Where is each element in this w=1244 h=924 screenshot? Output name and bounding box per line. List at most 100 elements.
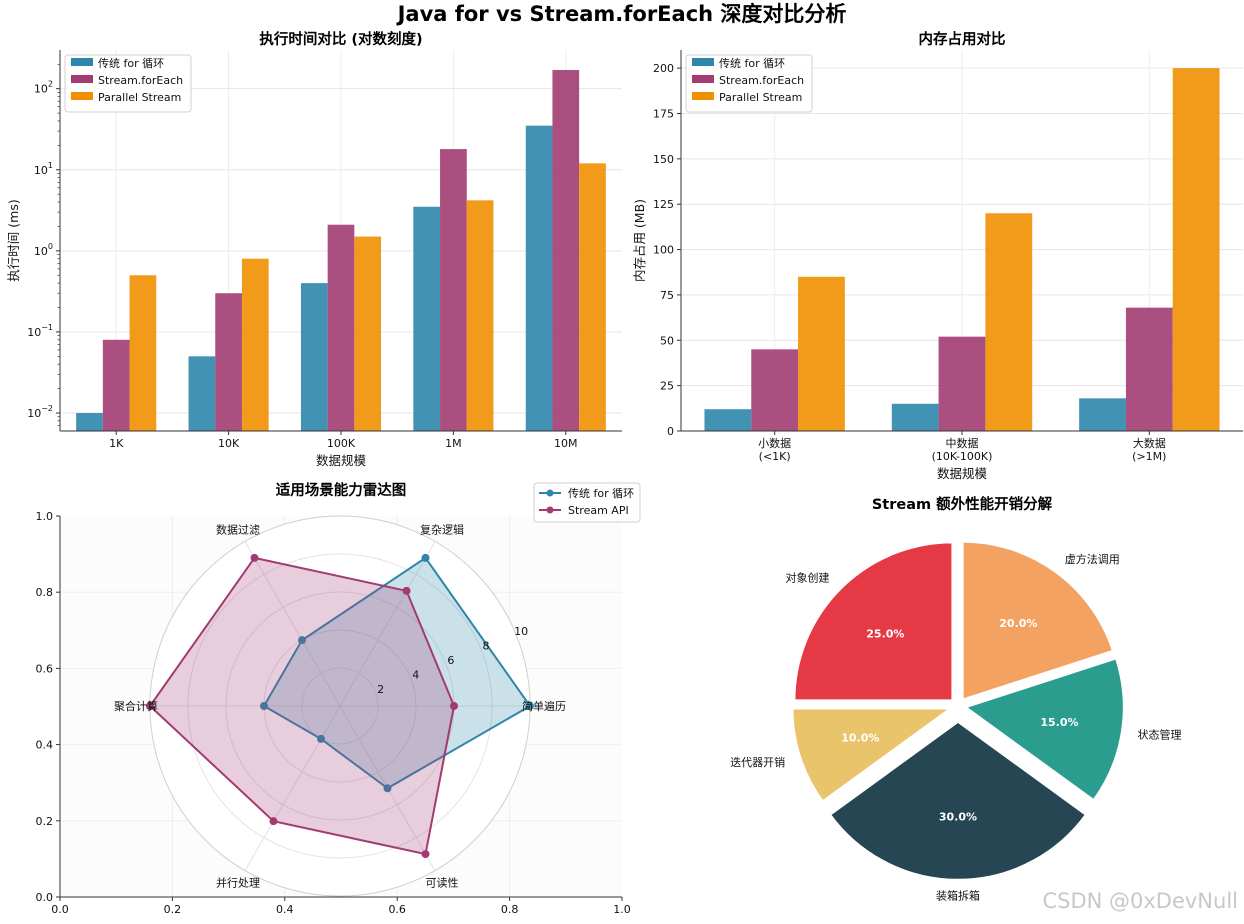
bar — [751, 349, 799, 431]
radar-point — [250, 553, 259, 562]
pie-slice — [961, 540, 1115, 701]
tick-base: 10 — [34, 164, 48, 177]
x-tick-label: 大数据(>1M) — [1132, 436, 1166, 463]
chart-title: 内存占用对比 — [919, 30, 1006, 48]
bar — [188, 356, 216, 431]
legend-marker — [546, 489, 554, 497]
legend-label: 传统 for 循环 — [719, 57, 785, 70]
pie-value-label: 25.0% — [866, 627, 904, 640]
legend-label: Stream.forEach — [719, 74, 804, 87]
legend-swatch — [692, 58, 714, 66]
y-tick-label: 0.8 — [36, 586, 54, 599]
bar — [102, 339, 130, 431]
y-tick-label: 75 — [660, 289, 674, 302]
y-tick-label: 101 — [34, 161, 53, 177]
bar — [938, 336, 986, 431]
legend-label: Parallel Stream — [98, 91, 181, 104]
category-label: 数据过滤 — [216, 522, 260, 536]
radar-point — [526, 702, 534, 710]
radial-tick-label: 2 — [377, 683, 384, 696]
radial-tick-label: 6 — [447, 654, 454, 667]
bar — [891, 403, 939, 431]
radial-tick-label: 8 — [482, 640, 489, 653]
memory-usage-chart: 内存占用对比0255075100125150175200小数据(<1K)中数据(… — [632, 30, 1243, 481]
bar — [300, 283, 328, 431]
tick-exponent: 2 — [48, 80, 53, 89]
tick-exponent: −1 — [41, 323, 53, 332]
legend-label: Parallel Stream — [719, 91, 802, 104]
bar — [129, 275, 157, 431]
legend-label: Stream API — [568, 504, 629, 517]
y-tick-label: 0.0 — [36, 891, 54, 904]
y-tick-label: 175 — [653, 108, 674, 121]
tick-exponent: 1 — [48, 161, 53, 170]
pie-value-label: 10.0% — [841, 732, 879, 745]
pie-category-label: 状态管理 — [1137, 727, 1181, 741]
bar — [440, 149, 467, 431]
x-axis-label: 数据规模 — [937, 466, 988, 481]
legend-label: 传统 for 循环 — [568, 487, 634, 500]
x-tick-label: 1M — [445, 437, 462, 450]
x-tick-label: 1K — [109, 437, 124, 450]
y-tick-label: 100 — [34, 242, 53, 258]
bar — [354, 236, 382, 431]
y-tick-label: 0 — [667, 425, 674, 438]
bar — [552, 70, 580, 432]
tick-exponent: −2 — [41, 404, 53, 413]
y-tick-label: 10−1 — [27, 323, 53, 339]
legend-swatch — [71, 75, 93, 83]
x-tick-label: 100K — [327, 437, 356, 450]
legend-swatch — [71, 58, 93, 66]
x-tick-label: 0.8 — [501, 903, 519, 916]
legend-box — [64, 54, 192, 113]
x-tick-label: 小数据(<1K) — [758, 436, 791, 463]
tick-base: 10 — [34, 83, 48, 96]
radar-point — [146, 702, 154, 710]
radar-point — [383, 784, 392, 793]
radial-tick-label: 4 — [412, 669, 419, 682]
x-tick-label: 0.2 — [164, 903, 182, 916]
x-tick-label: 10M — [554, 437, 578, 450]
y-tick-label: 1.0 — [36, 510, 54, 523]
x-tick-label-line: 中数据 — [946, 436, 979, 450]
figure-title: Java for vs Stream.forEach 深度对比分析 — [396, 2, 847, 26]
pie-value-label: 15.0% — [1040, 716, 1078, 729]
watermark: CSDN @0xDevNull — [1042, 889, 1238, 913]
bar — [985, 213, 1033, 431]
radar-point — [317, 734, 325, 743]
category-label: 复杂逻辑 — [420, 522, 464, 536]
y-tick-label: 10−2 — [27, 404, 53, 420]
x-tick-label-line: (<1K) — [759, 450, 791, 463]
y-tick-label: 0.6 — [36, 662, 54, 675]
radar-point — [450, 702, 458, 710]
x-tick-label: 10K — [218, 437, 240, 450]
legend-marker — [546, 506, 554, 514]
bar — [704, 409, 752, 431]
y-tick-label: 100 — [653, 244, 674, 257]
legend-label: 传统 for 循环 — [98, 57, 164, 70]
bar — [798, 276, 845, 431]
radial-tick-label: 10 — [514, 625, 528, 638]
y-axis-label: 执行时间 (ms) — [6, 199, 21, 281]
tick-base: 10 — [27, 326, 41, 339]
y-tick-label: 200 — [653, 62, 674, 75]
x-axis-label: 数据规模 — [316, 453, 367, 468]
x-tick-label: 中数据(10K-100K) — [932, 436, 993, 463]
category-label: 简单遍历 — [522, 699, 566, 713]
category-label: 并行处理 — [216, 876, 260, 890]
radar-point — [260, 702, 268, 710]
pie-category-label: 对象创建 — [786, 571, 830, 585]
y-tick-label: 0.2 — [36, 815, 54, 828]
bar — [76, 413, 103, 431]
y-tick-label: 0.4 — [36, 739, 54, 752]
bar — [1125, 307, 1173, 431]
bar — [215, 293, 242, 431]
x-tick-label: 1.0 — [613, 903, 631, 916]
radar-point — [421, 553, 430, 562]
overhead-pie-chart: Stream 额外性能开销分解 25.0% 对象创建 10.0% 迭代器开销 30.0% 装… — [730, 495, 1181, 903]
y-tick-label: 102 — [34, 80, 53, 96]
legend-swatch — [692, 75, 714, 83]
y-tick-label: 150 — [653, 153, 674, 166]
